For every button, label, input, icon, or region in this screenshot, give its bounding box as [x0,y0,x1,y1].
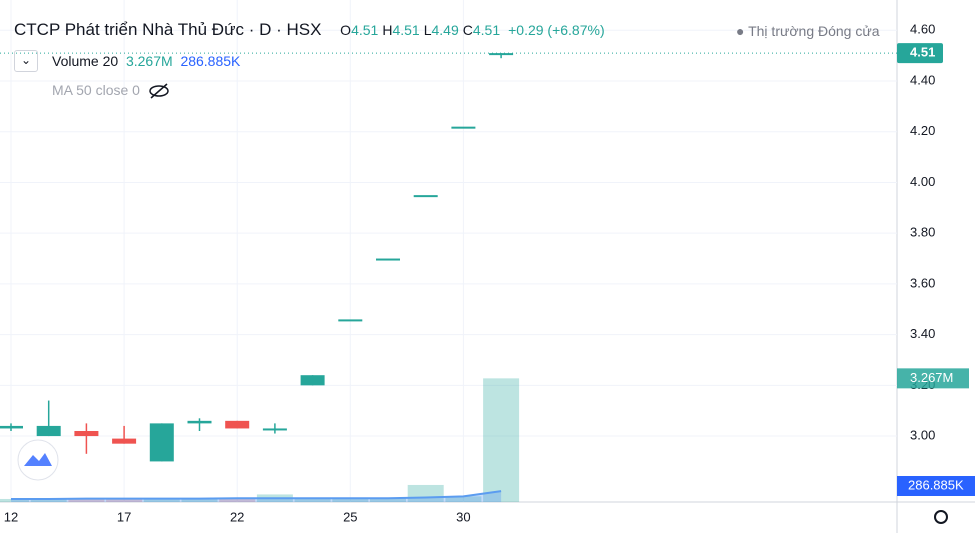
volume-ma-line [11,490,502,500]
ohlc-key: H [382,22,393,38]
y-tick-label: 4.20 [910,123,935,138]
volume-legend: ⌄ Volume 20 3.267M 286.885K [14,50,240,72]
logo-icon [24,453,52,466]
volume-bar [0,498,29,502]
volume-bar [30,498,67,502]
volume-bar [332,498,369,502]
candle-body [413,195,438,198]
candle-body [451,126,476,129]
symbol-title: CTCP Phát triển Nhà Thủ Đức [14,20,244,39]
candle-body [489,53,514,56]
ma-badge-label: 286.885K [908,477,964,492]
market-status-text: Thị trường Đóng cửa [748,23,880,39]
ohlc-value: 4.51 [351,22,379,38]
ohlc-value: 4.49 [431,22,459,38]
y-tick-label: 3.80 [910,225,935,240]
y-tick-label: 4.00 [910,174,935,189]
y-tick-label: 3.00 [910,427,935,442]
ohlc-key: C [462,22,473,38]
volume-bar [370,498,406,502]
logo [17,439,59,481]
x-tick-label: 30 [456,509,470,524]
ma-legend: MA 50 close 0 [52,82,170,99]
grid [0,0,897,502]
collapse-button[interactable]: ⌄ [14,50,38,72]
y-tick-label: 3.40 [910,326,935,341]
candle-body [338,319,363,322]
candle-body [74,430,99,437]
candle-body [376,258,400,261]
candle-body [0,425,23,429]
ma-name: MA 50 close 0 [52,82,140,98]
settings-icon[interactable] [934,510,948,524]
header: CTCP Phát triển Nhà Thủ Đức · D · HSX O4… [14,20,605,39]
candle-body [187,420,212,424]
hidden-icon[interactable] [148,83,170,99]
change: +0.29 (+6.87%) [508,22,605,38]
candle-body [225,420,250,429]
x-tick-label: 25 [343,509,357,524]
volume-value: 3.267M [125,53,173,69]
x-tick-label: 12 [4,509,18,524]
x-tick-label: 17 [117,509,131,524]
ohlc-value: 4.51 [472,22,501,38]
volume-name: Volume 20 [52,53,119,69]
candle-body [262,428,287,431]
volume-badge [897,368,969,389]
ma-badge [897,476,975,496]
volume-bar [68,498,105,502]
ohlc-key: L [423,22,432,38]
ohlc: O4.51 H4.51 L4.49 C4.51 +0.29 (+6.87%) [336,22,604,38]
candle-body [36,425,61,437]
exchange: HSX [286,20,322,39]
volume-bar [483,378,520,502]
volume-bar [445,496,482,502]
gear[interactable] [934,510,948,524]
volume-bar [143,498,180,502]
market-status: ● Thị trường Đóng cửa [736,23,880,39]
price-badge [897,43,943,64]
x-tick-label: 22 [230,509,244,524]
candle-body [300,375,325,386]
y-tick-label: 3.60 [910,275,935,290]
ohlc-value: 4.51 [392,22,420,38]
interval: D [259,20,272,39]
candle-body [112,438,137,444]
volume-bar [181,498,218,502]
volume-bar [219,498,256,502]
y-tick-label: 4.60 [910,22,935,37]
candle-body [149,423,174,462]
volume-badge-label: 3.267M [910,370,953,385]
volume-ma-value: 286.885K [180,53,241,69]
y-tick-label: 4.40 [910,72,935,87]
price-badge-label: 4.51 [910,45,935,60]
volume-bar [106,498,143,502]
ohlc-key: O [340,22,352,38]
volume-bar [294,498,331,502]
